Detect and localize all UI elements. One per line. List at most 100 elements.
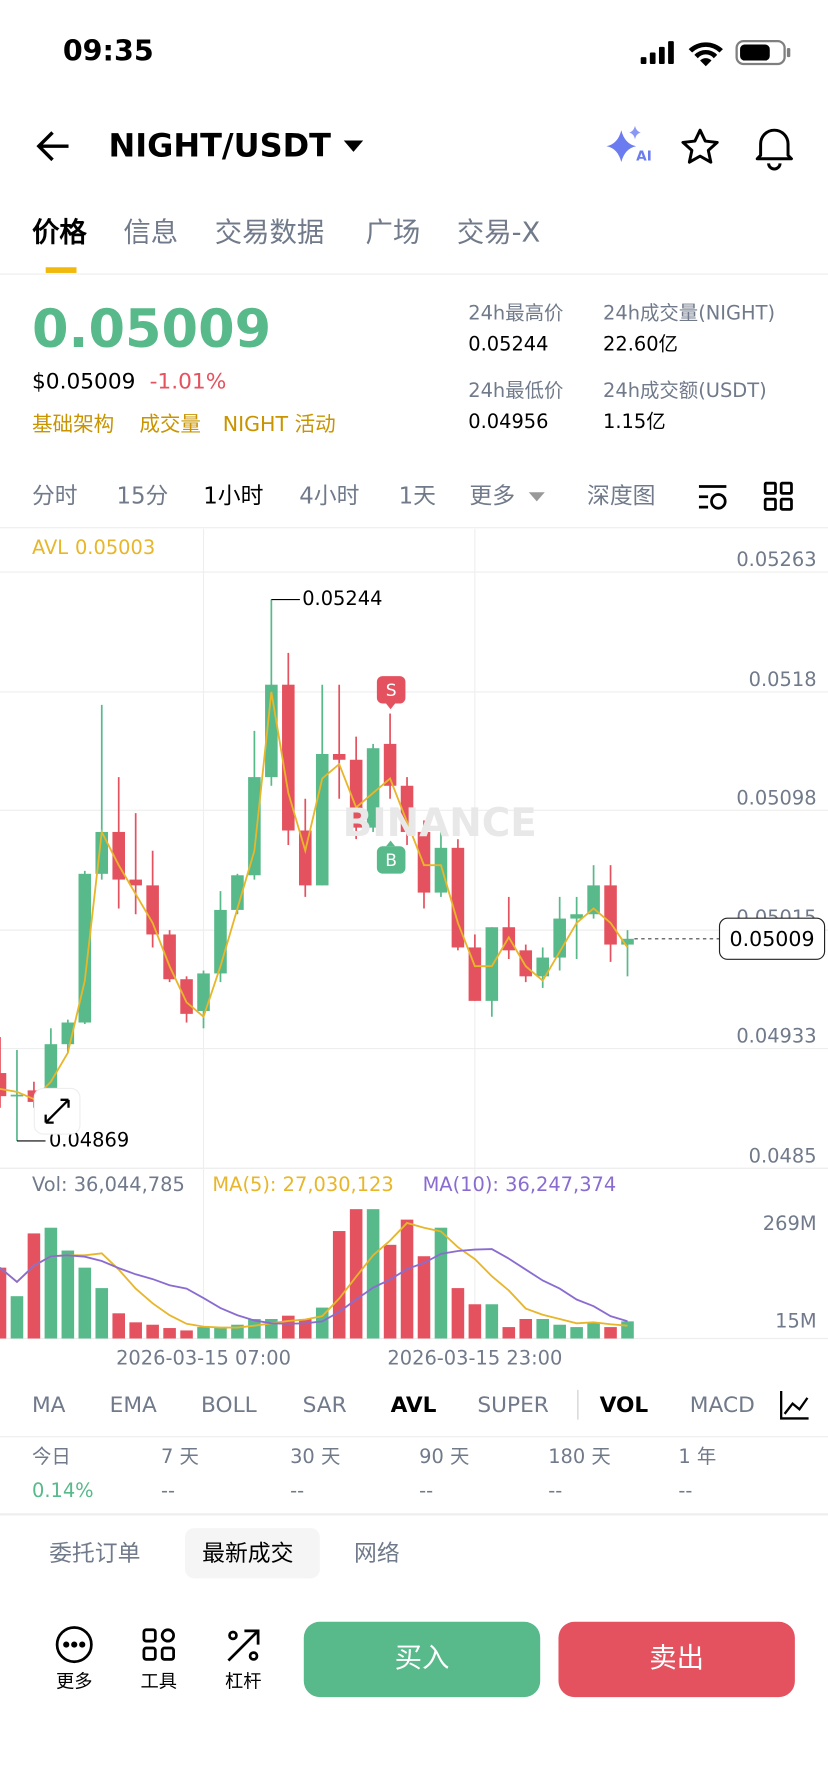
candle-body: [0, 1073, 7, 1097]
bottom-tab[interactable]: 网络: [354, 1541, 400, 1567]
usd-price: $0.05009: [32, 370, 135, 395]
tab[interactable]: 价格: [32, 218, 87, 249]
volume-bar: [112, 1313, 125, 1339]
tag[interactable]: 成交量: [139, 412, 201, 436]
interval[interactable]: 1小时: [203, 483, 263, 509]
avl-legend-name: AVL: [32, 536, 68, 559]
tag[interactable]: 基础架构: [32, 412, 114, 436]
volume-bar: [95, 1288, 109, 1339]
candle-body: [231, 875, 244, 910]
sell-marker: S: [376, 676, 406, 710]
perf-value: --: [548, 1479, 562, 1502]
volume-bar: [146, 1324, 159, 1339]
volume-bar: [349, 1209, 363, 1339]
indicator-tab[interactable]: BOLL: [201, 1393, 257, 1418]
volume-bar: [180, 1330, 193, 1339]
toolbar-label[interactable]: 工具: [140, 1671, 177, 1692]
candle-body: [197, 973, 210, 1011]
candle-body: [315, 753, 329, 886]
candle-body: [10, 1094, 24, 1097]
back-button[interactable]: [36, 131, 69, 162]
candle-body: [78, 873, 92, 1023]
x-tick-label: 2026-03-15 23:00: [387, 1347, 562, 1370]
volume-bar: [44, 1227, 58, 1339]
perf-label: 30 天: [290, 1445, 340, 1468]
interval[interactable]: 深度图: [587, 483, 655, 509]
tag[interactable]: NIGHT 活动: [223, 412, 336, 436]
chart-settings[interactable]: [780, 1391, 809, 1420]
vol-tick-label: 15M: [775, 1310, 816, 1333]
price-change: -1.01%: [150, 370, 227, 395]
volume-bar: [366, 1209, 380, 1339]
indicator-tab[interactable]: SUPER: [477, 1393, 548, 1418]
last-price: 0.05009: [32, 299, 271, 360]
sell-label: 卖出: [649, 1643, 704, 1674]
divider: [0, 1513, 828, 1516]
expand-button[interactable]: [33, 1087, 81, 1135]
interval[interactable]: 4小时: [299, 483, 359, 509]
favorite-button[interactable]: [681, 128, 719, 164]
y-tick-label: 0.05098: [736, 786, 816, 809]
candle-body: [485, 927, 499, 1001]
interval[interactable]: 1天: [399, 483, 437, 509]
stat-value: 1.15亿: [603, 410, 666, 433]
y-tick-label: 0.05263: [736, 548, 816, 571]
x-tick-label: 2026-03-15 07:00: [116, 1347, 291, 1370]
tab[interactable]: 信息: [123, 218, 178, 249]
indicator-tab[interactable]: MA: [32, 1393, 66, 1418]
status-time: 09:35: [63, 34, 154, 68]
candle-body: [536, 957, 549, 977]
toolbar-label[interactable]: 更多: [56, 1671, 93, 1692]
volume-bar: [570, 1327, 583, 1339]
avl-legend: AVL 0.05003: [32, 536, 155, 559]
candle-body: [587, 885, 600, 915]
toolbar-label[interactable]: 杠杆: [225, 1671, 262, 1692]
candle-body: [604, 885, 617, 945]
indicator-tab[interactable]: MACD: [690, 1393, 755, 1418]
volume-bar: [315, 1307, 329, 1339]
vol-tick-label: 269M: [763, 1212, 817, 1235]
interval[interactable]: 15分: [116, 483, 168, 509]
buy-marker-label: B: [385, 851, 397, 871]
bottom-tab[interactable]: 委托订单: [49, 1541, 140, 1567]
volume-bar: [383, 1244, 397, 1339]
alert-button[interactable]: [755, 128, 793, 171]
tab[interactable]: 交易数据: [215, 218, 325, 249]
toolbar-icons: [55, 1626, 260, 1664]
indicator-tab[interactable]: AVL: [391, 1393, 437, 1418]
avl-legend-value: 0.05003: [75, 536, 155, 559]
interval[interactable]: 更多: [469, 483, 515, 509]
volume-bar: [451, 1288, 465, 1339]
volume-bar: [248, 1319, 261, 1339]
perf-label: 90 天: [419, 1445, 469, 1468]
volume-legend: MA(10): 36,247,374: [423, 1173, 617, 1196]
sell-button[interactable]: [558, 1621, 795, 1698]
tab[interactable]: 交易-X: [457, 218, 540, 249]
indicator-tab[interactable]: SAR: [303, 1393, 347, 1418]
pair-dropdown[interactable]: [343, 140, 364, 152]
volume-legend: Vol: 36,044,785: [32, 1173, 185, 1196]
candle-body: [621, 938, 634, 945]
buy-button[interactable]: [303, 1621, 541, 1698]
stat-value: 22.60亿: [603, 332, 678, 355]
tab[interactable]: 广场: [365, 218, 420, 249]
volume-bar: [485, 1304, 499, 1339]
stat-label: 24h成交量(NIGHT): [603, 302, 775, 325]
interval[interactable]: 分时: [32, 483, 78, 509]
volume-bar: [27, 1233, 41, 1339]
buy-marker: B: [376, 840, 406, 874]
bottom-tab[interactable]: 最新成交: [202, 1541, 293, 1567]
buy-label: 买入: [395, 1643, 450, 1674]
indicator-tab[interactable]: VOL: [600, 1393, 649, 1418]
ai-button[interactable]: AI: [606, 125, 652, 165]
volume-bar: [536, 1319, 549, 1339]
volume-bar: [587, 1322, 600, 1339]
indicator-tab[interactable]: EMA: [110, 1393, 157, 1418]
indicator-settings[interactable]: [698, 485, 727, 510]
perf-label: 180 天: [548, 1445, 611, 1468]
more-dropdown[interactable]: [528, 492, 545, 502]
candle-body: [349, 759, 363, 828]
pair-title[interactable]: NIGHT/USDT: [108, 126, 331, 164]
layout-button[interactable]: [763, 481, 793, 511]
